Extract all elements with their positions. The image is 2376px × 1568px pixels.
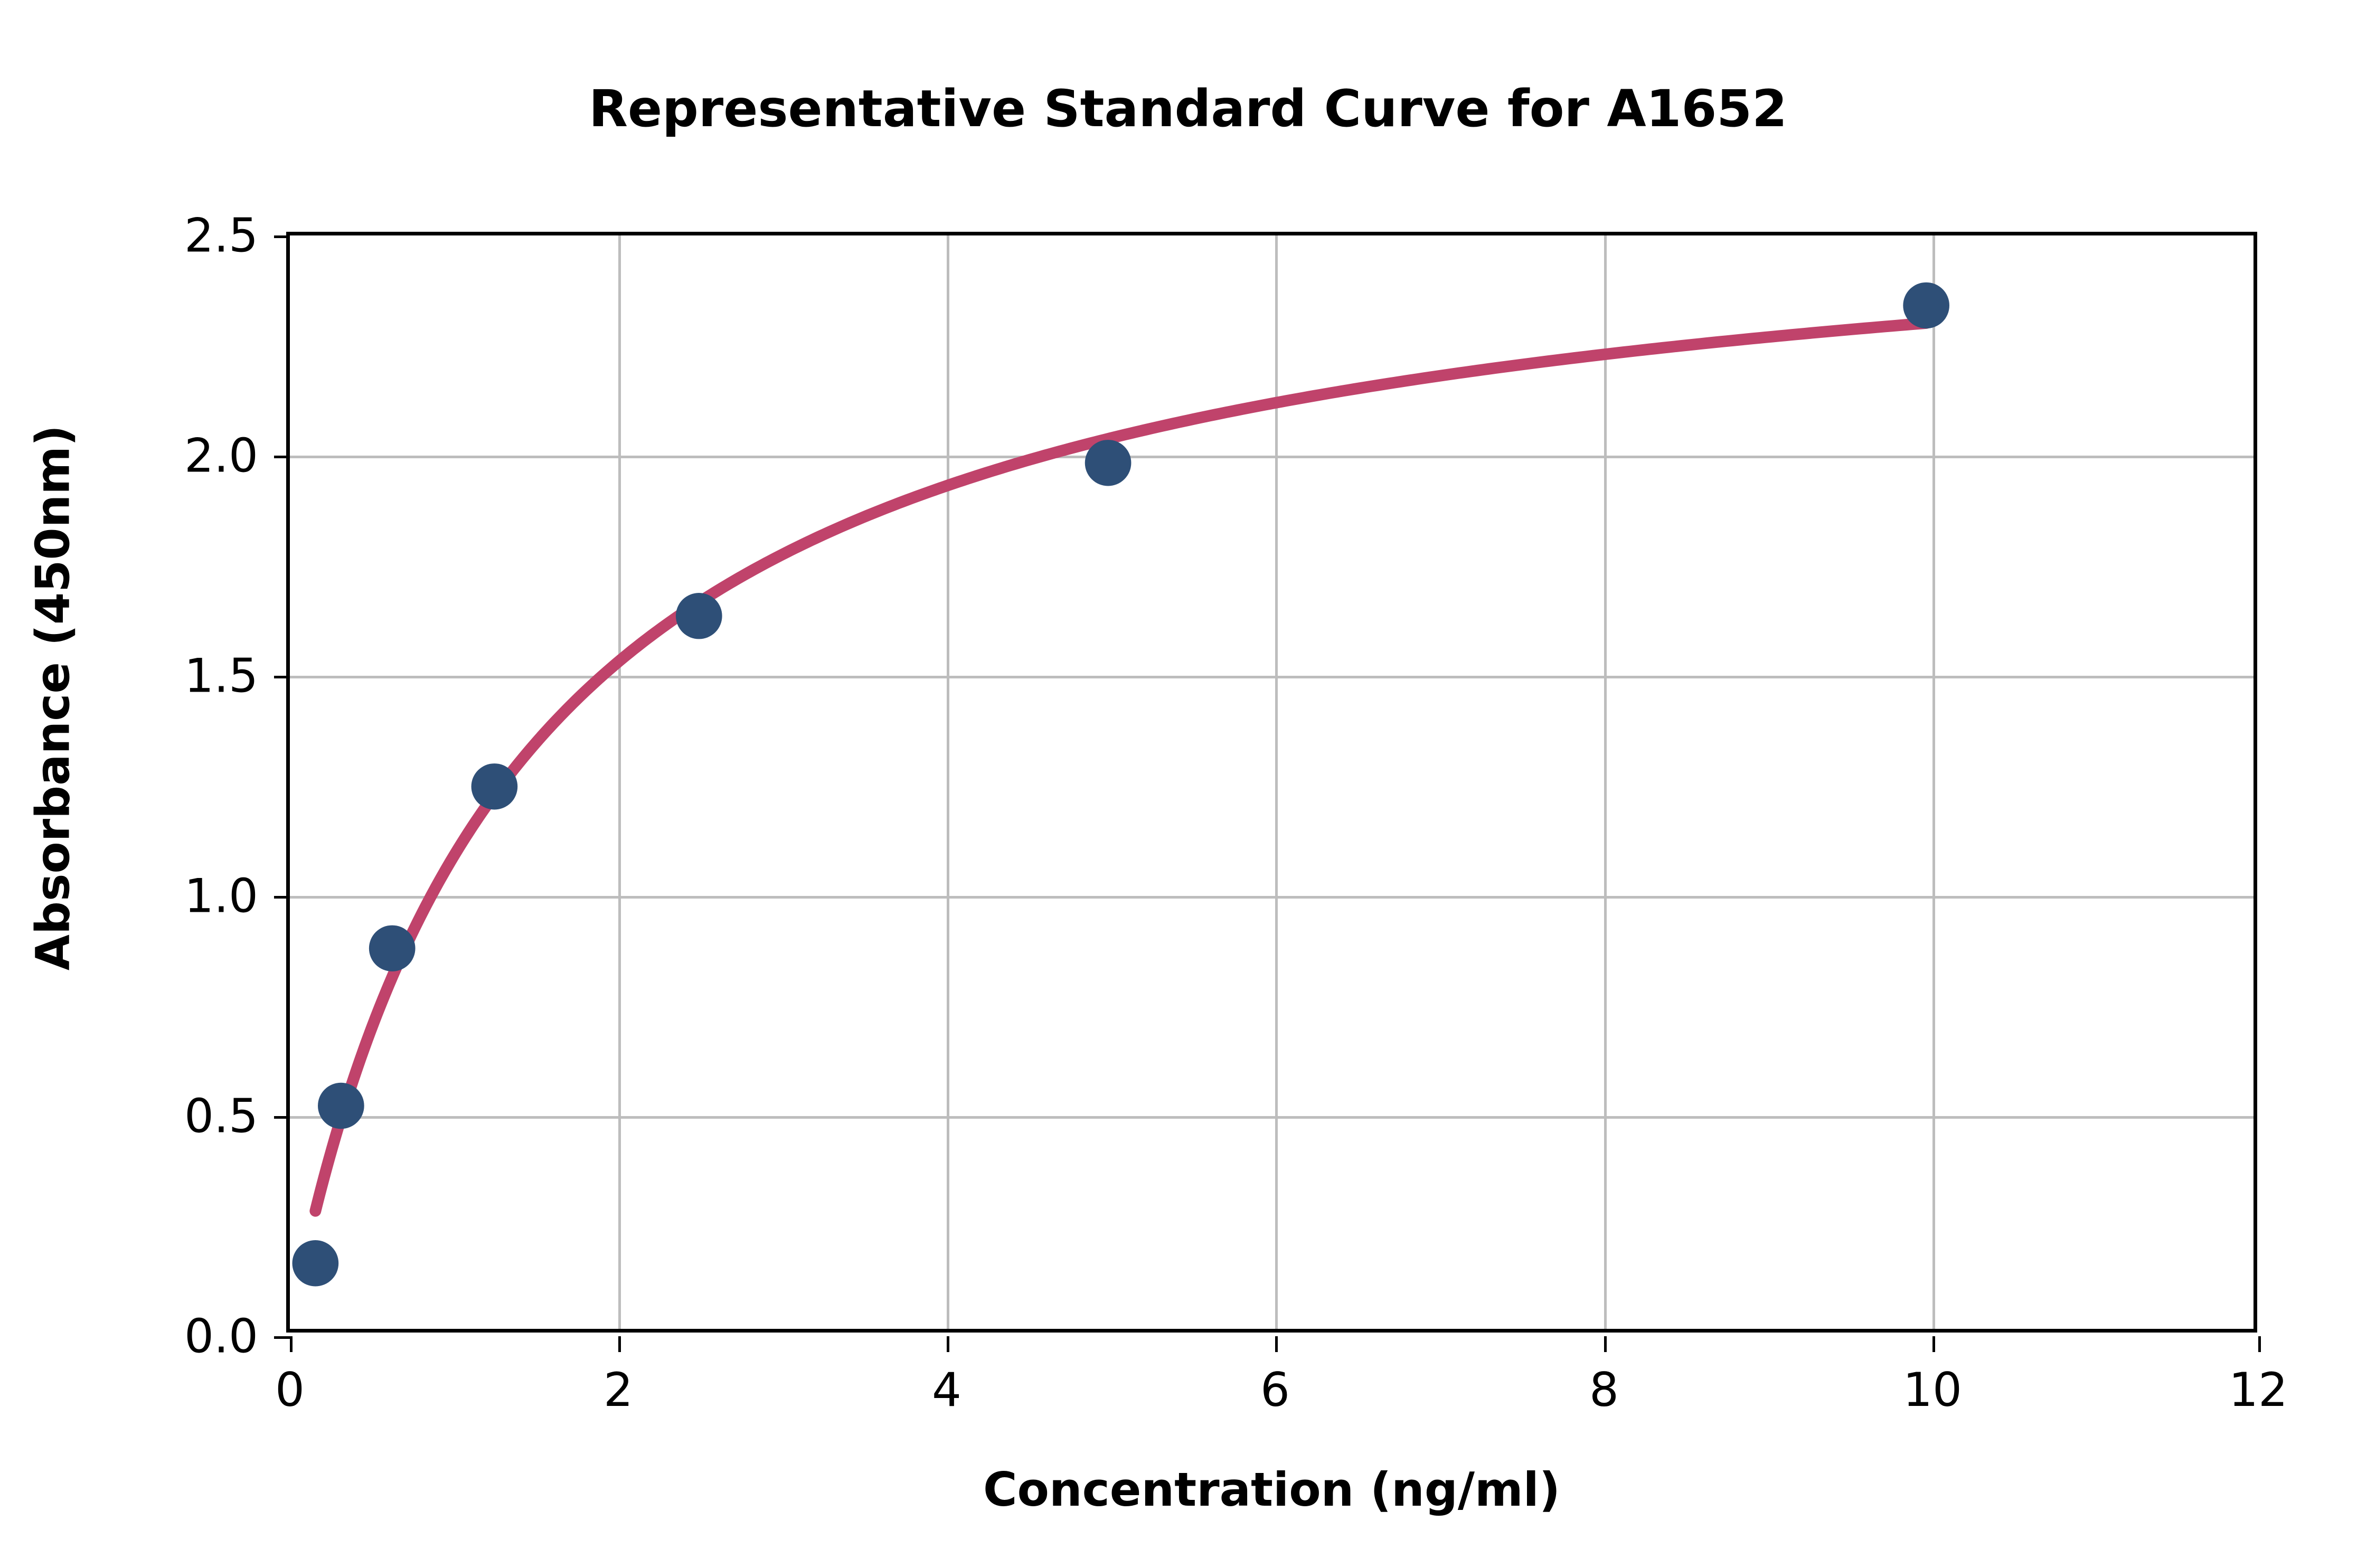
- ytick-label-2.0: 2.0: [184, 428, 258, 483]
- ytick-2.5: [274, 235, 290, 238]
- gridline-y-2.0: [290, 456, 2254, 458]
- ytick-1.5: [274, 676, 290, 678]
- ytick-0.5: [274, 1116, 290, 1119]
- gridline-x-10: [1932, 235, 1935, 1329]
- xtick-label-10: 10: [1903, 1363, 1962, 1417]
- ytick-label-1.0: 1.0: [184, 868, 258, 923]
- ytick-0.0: [274, 1336, 290, 1339]
- xtick-2: [618, 1336, 621, 1352]
- y-axis-label: Absorbance (450nm): [25, 424, 80, 971]
- data-point: [369, 925, 416, 971]
- data-point: [318, 1082, 364, 1129]
- xtick-8: [1604, 1336, 1607, 1352]
- gridline-x-8: [1604, 235, 1607, 1329]
- standard-curve-plot: [292, 282, 1949, 1287]
- ytick-label-1.5: 1.5: [184, 648, 258, 703]
- xtick-0: [290, 1336, 293, 1352]
- xtick-label-6: 6: [1260, 1363, 1290, 1417]
- xtick-6: [1275, 1336, 1278, 1352]
- xtick-label-8: 8: [1589, 1363, 1619, 1417]
- plot-area: 0 2 4 6 8 10 12 0.0 0.5 1.0 1.5 2.0 2.5: [184, 209, 2288, 1418]
- xtick-label-2: 2: [604, 1363, 633, 1417]
- ytick-2.0: [274, 456, 290, 458]
- x-axis-label: Concentration (ng/ml): [983, 1462, 1561, 1517]
- chart-title: Representative Standard Curve for A1652: [589, 79, 1787, 138]
- xtick-label-0: 0: [275, 1363, 305, 1417]
- ytick-label-0.5: 0.5: [184, 1089, 258, 1144]
- data-point: [471, 763, 518, 810]
- data-point: [675, 593, 722, 639]
- xtick-10: [1932, 1336, 1935, 1352]
- ytick-1.0: [274, 896, 290, 899]
- xtick-12: [2258, 1336, 2261, 1352]
- gridline-x-4: [947, 235, 949, 1329]
- ytick-label-2.5: 2.5: [184, 208, 258, 263]
- gridline-y-1.5: [290, 676, 2254, 678]
- xtick-4: [947, 1336, 949, 1352]
- xtick-label-12: 12: [2229, 1363, 2288, 1417]
- data-point: [1903, 282, 1949, 329]
- gridline-x-6: [1275, 235, 1278, 1329]
- gridline-x-2: [618, 235, 621, 1329]
- data-point-markers: [292, 282, 1949, 1287]
- gridline-y-0.5: [290, 1116, 2254, 1119]
- gridline-y-1.0: [290, 896, 2254, 899]
- xtick-label-4: 4: [932, 1363, 961, 1417]
- data-point: [1085, 440, 1132, 486]
- fit-curve-line: [309, 317, 1932, 1217]
- ytick-label-0.0: 0.0: [184, 1309, 258, 1364]
- data-point: [292, 1240, 339, 1287]
